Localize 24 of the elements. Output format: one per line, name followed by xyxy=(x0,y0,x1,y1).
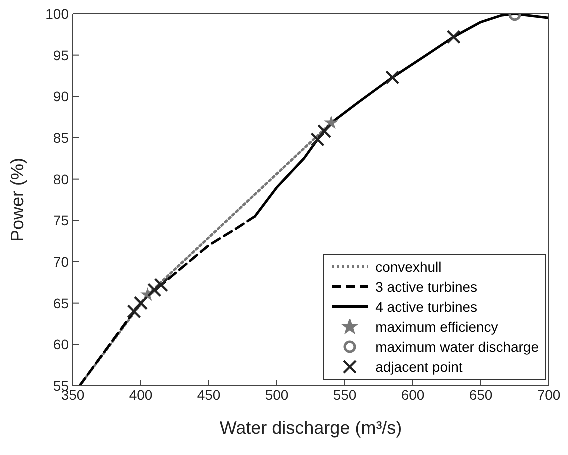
x-tick-label: 450 xyxy=(197,386,221,403)
y-tick-label: 85 xyxy=(53,130,70,146)
y-tick-label: 60 xyxy=(53,336,70,353)
x-tick-label: 500 xyxy=(265,386,289,403)
x-tick-label: 400 xyxy=(129,386,153,403)
legend-label: adjacent point xyxy=(376,359,463,375)
y-tick-label: 70 xyxy=(53,254,70,270)
y-tick-label: 100 xyxy=(46,6,70,22)
y-tick-label: 75 xyxy=(53,212,70,229)
y-tick-label: 90 xyxy=(53,88,70,105)
legend-label: maximum efficiency xyxy=(376,319,498,335)
y-tick-label: 95 xyxy=(53,47,70,64)
legend-label: maximum water discharge xyxy=(376,339,539,355)
legend-label: convexhull xyxy=(376,259,442,275)
y-tick-label: 65 xyxy=(53,295,70,312)
legend-label: 4 active turbines xyxy=(376,299,478,315)
legend-label: 3 active turbines xyxy=(376,279,478,295)
x-axis-title: Water discharge (m³/s) xyxy=(220,418,402,438)
x-tick-label: 600 xyxy=(401,386,425,403)
y-axis-title: Power (%) xyxy=(7,158,28,242)
x-tick-label: 700 xyxy=(537,386,561,403)
x-tick-label: 650 xyxy=(469,386,493,403)
y-tick-label: 80 xyxy=(53,171,70,188)
x-tick-label: 550 xyxy=(333,386,357,403)
